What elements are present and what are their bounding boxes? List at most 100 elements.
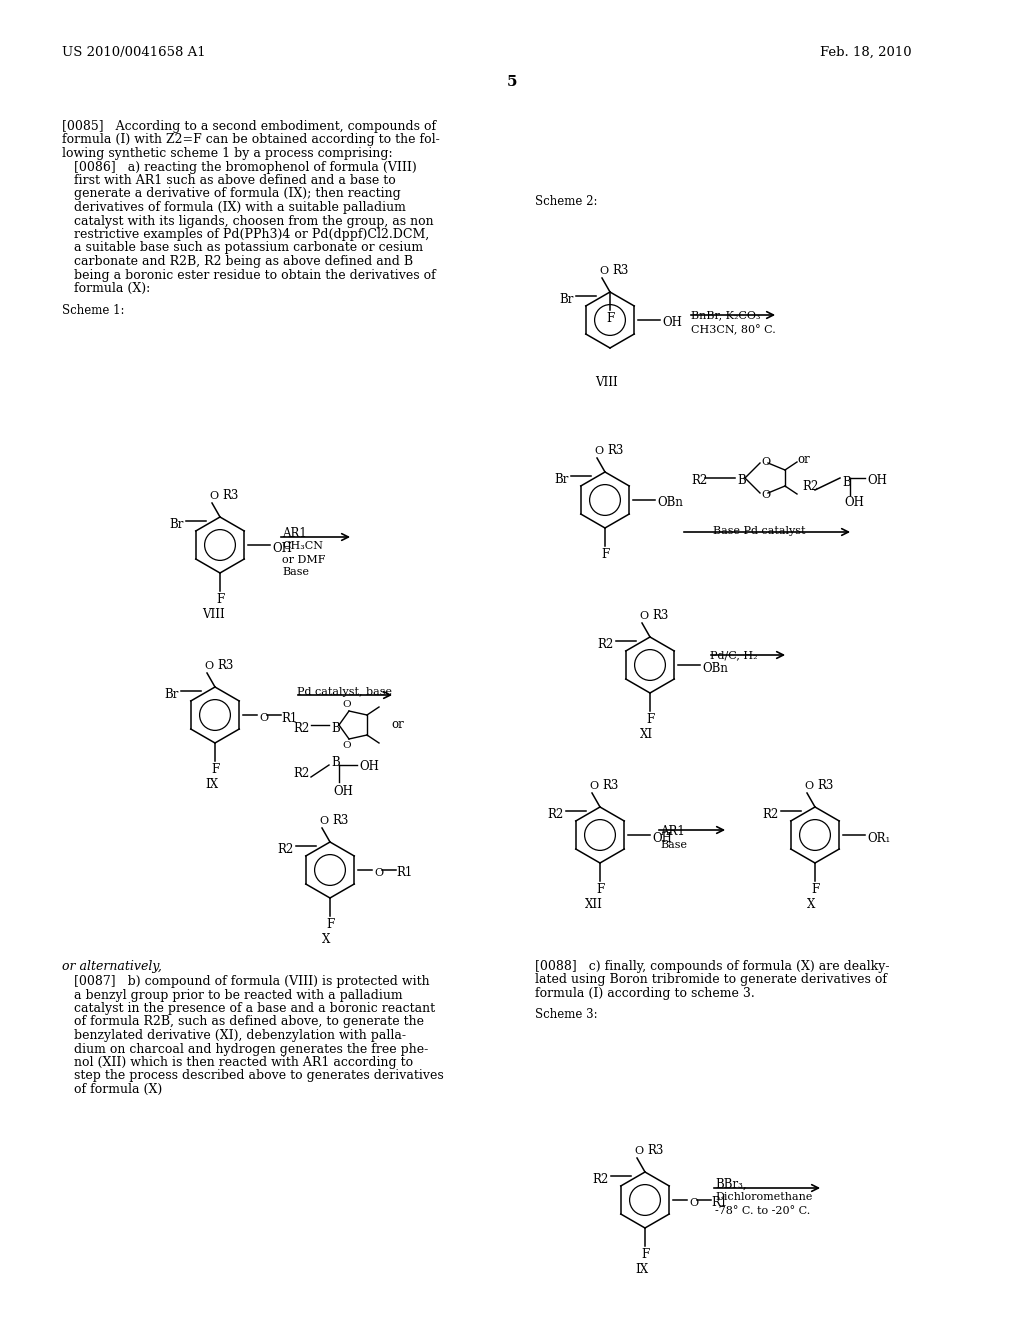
- Text: R3: R3: [217, 659, 233, 672]
- Text: R2: R2: [548, 808, 564, 821]
- Text: F: F: [596, 883, 604, 896]
- Text: F: F: [601, 548, 609, 561]
- Text: R1: R1: [281, 711, 297, 725]
- Text: F: F: [811, 883, 819, 896]
- Text: F: F: [646, 713, 654, 726]
- Text: or: or: [391, 718, 403, 731]
- Text: OH: OH: [844, 496, 864, 510]
- Text: OH: OH: [272, 541, 292, 554]
- Text: Base: Base: [660, 840, 687, 850]
- Text: derivatives of formula (IX) with a suitable palladium: derivatives of formula (IX) with a suita…: [62, 201, 406, 214]
- Text: CH3CN, 80° C.: CH3CN, 80° C.: [691, 325, 776, 335]
- Text: O: O: [595, 446, 603, 455]
- Text: IX: IX: [205, 777, 218, 791]
- Text: O: O: [761, 457, 770, 467]
- Text: F: F: [326, 917, 334, 931]
- Text: B: B: [331, 722, 340, 734]
- Text: R3: R3: [602, 779, 618, 792]
- Text: BnBr, K₂CO₃: BnBr, K₂CO₃: [691, 310, 761, 319]
- Text: Scheme 1:: Scheme 1:: [62, 304, 125, 317]
- Text: R2: R2: [763, 808, 779, 821]
- Text: XII: XII: [585, 898, 603, 911]
- Text: B: B: [842, 477, 851, 488]
- Text: [0088]   c) finally, compounds of formula (X) are dealky-: [0088] c) finally, compounds of formula …: [535, 960, 890, 973]
- Text: F: F: [606, 312, 614, 325]
- Text: IX: IX: [635, 1263, 648, 1276]
- Text: R3: R3: [817, 779, 834, 792]
- Text: of formula (X): of formula (X): [62, 1082, 162, 1096]
- Text: [0085]   According to a second embodiment, compounds of: [0085] According to a second embodiment,…: [62, 120, 436, 133]
- Text: catalyst in the presence of a base and a boronic reactant: catalyst in the presence of a base and a…: [62, 1002, 435, 1015]
- Text: B: B: [737, 474, 745, 487]
- Text: Scheme 3:: Scheme 3:: [535, 1008, 598, 1022]
- Text: O: O: [319, 816, 329, 826]
- Text: O: O: [635, 1146, 643, 1156]
- Text: AR1: AR1: [660, 825, 685, 838]
- Text: OH: OH: [333, 785, 353, 799]
- Text: X: X: [807, 898, 815, 911]
- Text: B: B: [331, 756, 340, 770]
- Text: -78° C. to -20° C.: -78° C. to -20° C.: [715, 1206, 810, 1216]
- Text: R3: R3: [222, 488, 239, 502]
- Text: lated using Boron tribromide to generate derivatives of: lated using Boron tribromide to generate…: [535, 974, 887, 986]
- Text: Br: Br: [555, 474, 569, 486]
- Text: catalyst with its ligands, choosen from the group, as non: catalyst with its ligands, choosen from …: [62, 214, 433, 227]
- Text: Base: Base: [282, 568, 309, 577]
- Text: O: O: [805, 781, 813, 791]
- Text: O: O: [343, 700, 351, 709]
- Text: F: F: [211, 763, 219, 776]
- Text: O: O: [374, 869, 383, 878]
- Text: nol (XII) which is then reacted with AR1 according to: nol (XII) which is then reacted with AR1…: [62, 1056, 413, 1069]
- Text: XI: XI: [640, 729, 653, 741]
- Text: R2: R2: [293, 722, 309, 734]
- Text: OH: OH: [867, 474, 887, 487]
- Text: R2: R2: [293, 767, 309, 780]
- Text: or alternatively,: or alternatively,: [62, 960, 162, 973]
- Text: R1: R1: [396, 866, 413, 879]
- Text: F: F: [641, 1247, 649, 1261]
- Text: benzylated derivative (XI), debenzylation with palla-: benzylated derivative (XI), debenzylatio…: [62, 1030, 406, 1041]
- Text: O: O: [689, 1199, 698, 1208]
- Text: formula (X):: formula (X):: [62, 282, 151, 294]
- Text: OR₁: OR₁: [867, 832, 890, 845]
- Text: OH: OH: [652, 832, 672, 845]
- Text: [0086]   a) reacting the bromophenol of formula (VIII): [0086] a) reacting the bromophenol of fo…: [62, 161, 417, 173]
- Text: BBr₃,: BBr₃,: [715, 1177, 746, 1191]
- Text: O: O: [761, 490, 770, 500]
- Text: R2: R2: [802, 480, 818, 492]
- Text: of formula R2B, such as defined above, to generate the: of formula R2B, such as defined above, t…: [62, 1015, 424, 1028]
- Text: Feb. 18, 2010: Feb. 18, 2010: [820, 46, 911, 59]
- Text: Base Pd catalyst: Base Pd catalyst: [713, 525, 806, 536]
- Text: a benzyl group prior to be reacted with a palladium: a benzyl group prior to be reacted with …: [62, 989, 402, 1002]
- Text: Br: Br: [165, 688, 179, 701]
- Text: O: O: [639, 611, 648, 620]
- Text: US 2010/0041658 A1: US 2010/0041658 A1: [62, 46, 206, 59]
- Text: a suitable base such as potassium carbonate or cesium: a suitable base such as potassium carbon…: [62, 242, 423, 255]
- Text: R1: R1: [711, 1196, 727, 1209]
- Text: O: O: [590, 781, 599, 791]
- Text: Br: Br: [560, 293, 574, 306]
- Text: Dichloromethane: Dichloromethane: [715, 1192, 812, 1203]
- Text: OBn: OBn: [702, 661, 728, 675]
- Text: lowing synthetic scheme 1 by a process comprising:: lowing synthetic scheme 1 by a process c…: [62, 147, 392, 160]
- Text: R3: R3: [607, 444, 624, 457]
- Text: dium on charcoal and hydrogen generates the free phe-: dium on charcoal and hydrogen generates …: [62, 1043, 428, 1056]
- Text: OBn: OBn: [657, 496, 683, 510]
- Text: or DMF: or DMF: [282, 554, 326, 565]
- Text: R2: R2: [598, 639, 614, 651]
- Text: CH₃CN: CH₃CN: [282, 541, 323, 550]
- Text: Br: Br: [170, 519, 184, 531]
- Text: VIII: VIII: [595, 376, 617, 389]
- Text: R2: R2: [593, 1173, 609, 1187]
- Text: 5: 5: [507, 75, 517, 88]
- Text: being a boronic ester residue to obtain the derivatives of: being a boronic ester residue to obtain …: [62, 268, 436, 281]
- Text: O: O: [205, 661, 214, 671]
- Text: O: O: [259, 713, 268, 723]
- Text: formula (I) with Z2=F can be obtained according to the fol-: formula (I) with Z2=F can be obtained ac…: [62, 133, 439, 147]
- Text: Scheme 2:: Scheme 2:: [535, 195, 597, 209]
- Text: step the process described above to generates derivatives: step the process described above to gene…: [62, 1069, 443, 1082]
- Text: F: F: [216, 593, 224, 606]
- Text: formula (I) according to scheme 3.: formula (I) according to scheme 3.: [535, 987, 755, 1001]
- Text: OH: OH: [662, 317, 682, 330]
- Text: [0087]   b) compound of formula (VIII) is protected with: [0087] b) compound of formula (VIII) is …: [62, 975, 430, 987]
